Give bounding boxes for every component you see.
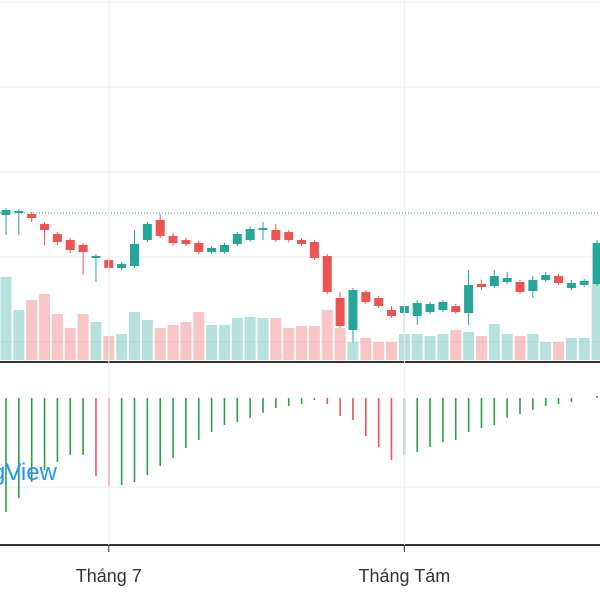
candle-body (528, 280, 538, 291)
volume-bar (450, 330, 462, 360)
candle-body (14, 211, 24, 213)
candle-body (245, 229, 255, 240)
volume-bar (51, 314, 63, 360)
volume-bar (193, 312, 205, 360)
volume-bar (360, 338, 372, 360)
candle-body (232, 234, 242, 244)
watermark: gView (0, 459, 58, 486)
volume-bar (501, 334, 513, 360)
volume-bar (116, 334, 128, 360)
candle-body (40, 224, 50, 230)
candle-body (335, 298, 345, 326)
candle-body (554, 276, 564, 283)
volume-bar (90, 322, 102, 360)
candle-body (464, 285, 474, 313)
volume-bar (565, 338, 577, 360)
candle-body (309, 242, 319, 258)
candle-body (412, 303, 422, 316)
volume-bar (39, 294, 51, 360)
volume-bar (257, 318, 269, 360)
candle-body (502, 278, 512, 282)
volume-bar (386, 342, 397, 360)
candle-body (168, 236, 178, 243)
candle-body (387, 310, 396, 316)
volume-bar (244, 317, 256, 360)
volume-bar (514, 336, 526, 360)
volume-bar (77, 314, 89, 360)
candle-body (181, 240, 191, 244)
candle-body (155, 220, 165, 236)
volume-bar (167, 325, 179, 360)
candle-body (1, 210, 11, 215)
candle-body (348, 290, 358, 330)
volume-bar (463, 332, 475, 360)
volume-bar (488, 324, 500, 360)
volume-bar (218, 325, 230, 360)
volume-bar (591, 284, 600, 360)
candle-body (52, 234, 62, 242)
volume-bar (270, 318, 282, 360)
volume-bar (231, 318, 243, 360)
volume-bar (141, 320, 153, 360)
candle-body (476, 284, 486, 287)
volume-bar (0, 277, 12, 360)
candle-body (566, 283, 576, 288)
candle-body (78, 245, 88, 252)
volume-bar (475, 336, 487, 360)
candle-body (541, 275, 551, 280)
plot (0, 208, 600, 512)
candle-body (322, 256, 332, 292)
candle-body (27, 214, 37, 218)
volume-bar (283, 328, 295, 360)
candle-body (117, 264, 127, 268)
volume-bar (424, 336, 436, 360)
candle-body (515, 282, 525, 292)
volume-bar (373, 342, 385, 360)
volume-bar (578, 338, 590, 360)
volume-bar (206, 325, 218, 360)
volume-bar (13, 310, 25, 360)
candle-body (65, 240, 75, 250)
candle-body (297, 240, 307, 244)
x-tick-label: Tháng 7 (76, 566, 142, 586)
x-tick-label: Tháng Tám (358, 566, 450, 586)
candle-body (284, 232, 294, 240)
volume-bar (154, 328, 166, 360)
volume-bar (308, 326, 320, 360)
volume-bar (540, 342, 552, 360)
candle-body (361, 292, 371, 302)
candle-body (130, 244, 139, 266)
candle-body (374, 298, 384, 306)
candle-body (438, 302, 448, 310)
candle-body (271, 230, 281, 240)
volume-bar (437, 334, 449, 360)
candle-body (207, 248, 217, 252)
volume-bar (321, 310, 333, 360)
volume-bar (347, 342, 359, 360)
volume-bar (334, 328, 346, 360)
volume-bar (180, 322, 192, 360)
candle-body (142, 224, 152, 240)
time-axis: Tháng 7 Tháng Tám (76, 545, 450, 586)
volume-bar (26, 300, 38, 360)
candle-body (579, 281, 589, 285)
volume-bar (411, 334, 423, 360)
candle-body (258, 228, 268, 230)
candle-body (425, 304, 435, 312)
volume-bar (553, 342, 565, 360)
volume-bar (129, 312, 140, 360)
candle-body (489, 276, 499, 286)
candle-body (219, 245, 229, 252)
candle-body (194, 243, 204, 252)
volume-bar (527, 334, 539, 360)
volume-bar (64, 328, 76, 360)
volume-bar (296, 326, 308, 360)
candle-body (592, 243, 600, 284)
candle-body (91, 256, 101, 258)
candle-body (451, 306, 461, 312)
